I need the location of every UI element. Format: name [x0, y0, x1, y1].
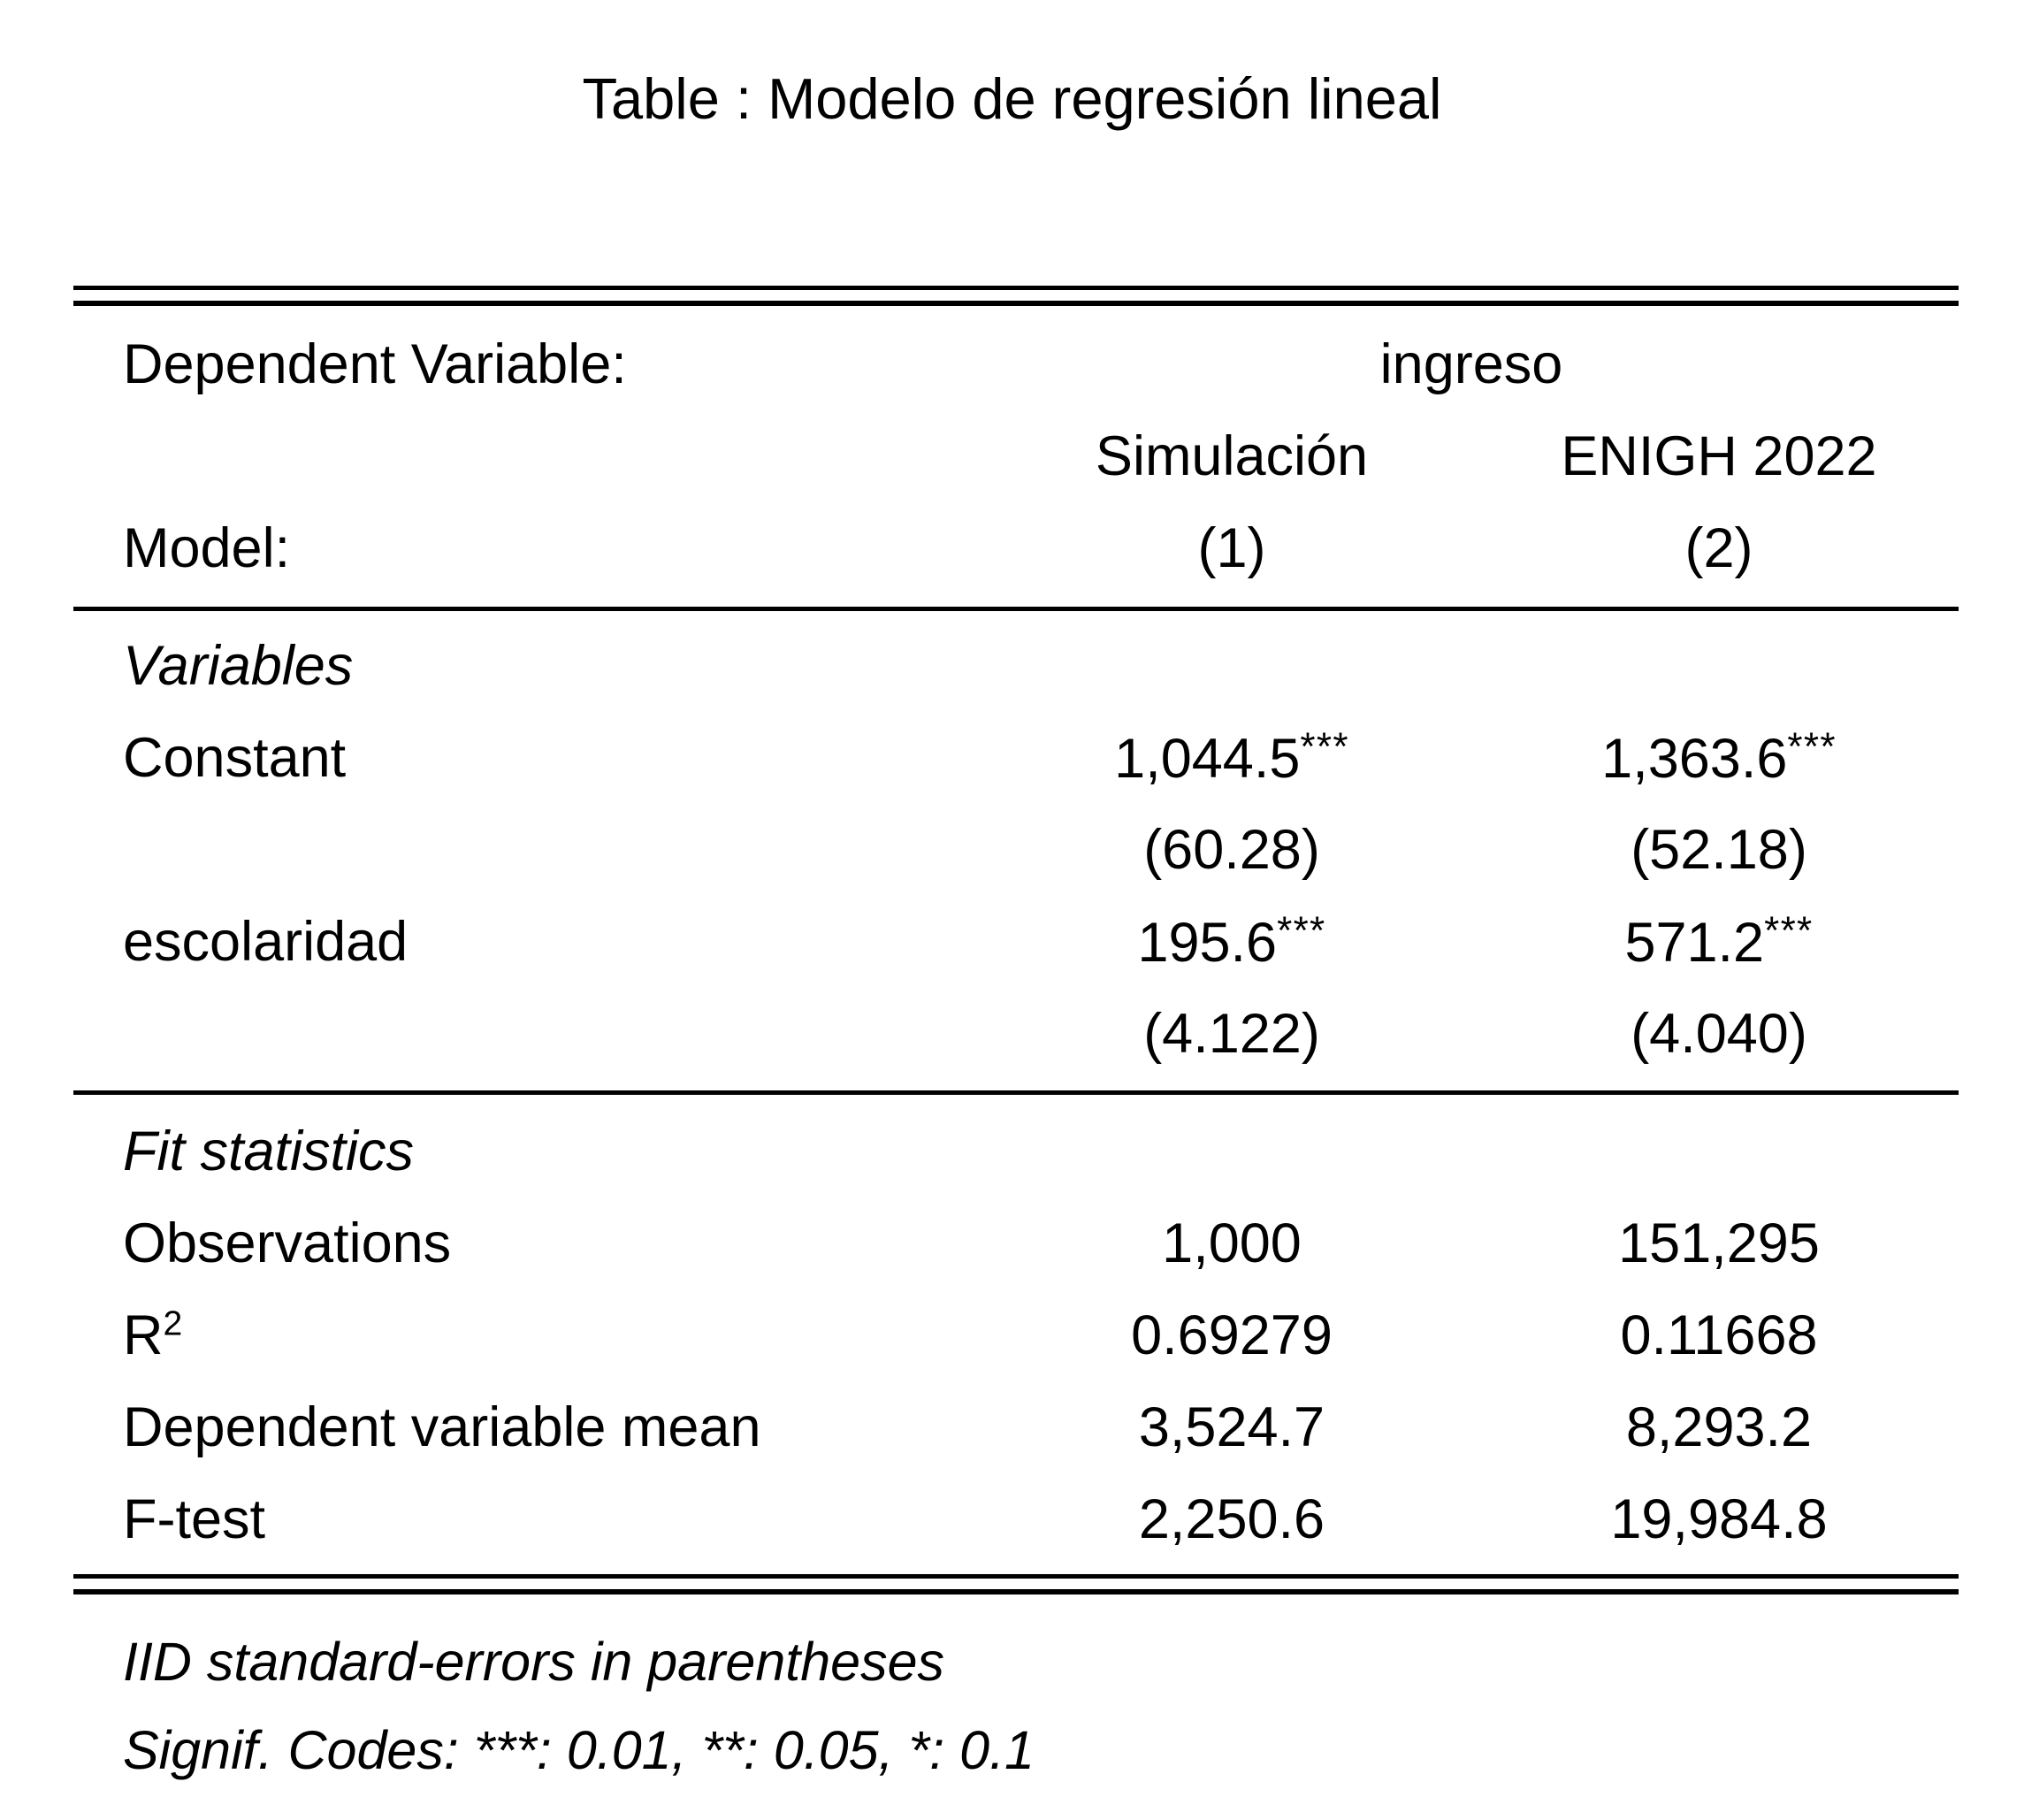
model-number-1: (1) — [1197, 517, 1266, 579]
coef-number: 571.2 — [1624, 911, 1765, 974]
dependent-variable-value: ingreso — [1379, 333, 1563, 395]
std-error-value: (4.122) — [1143, 1003, 1320, 1065]
table-row: Model: (1) (2) — [73, 502, 1959, 594]
column-header-simulacion: Simulación — [1095, 425, 1369, 487]
fit-value: 1,000 — [1162, 1212, 1302, 1274]
significance-stars: *** — [1787, 725, 1837, 769]
fit-value: 0.11668 — [1620, 1304, 1818, 1366]
section-heading-row: Variables — [73, 620, 1959, 712]
fit-value: 3,524.7 — [1138, 1396, 1325, 1458]
significance-stars: *** — [1764, 909, 1814, 953]
top-double-rule — [73, 286, 1959, 306]
regression-table: Dependent Variable: ingreso Simulación E… — [73, 286, 1959, 1794]
fit-label-dep-var-mean: Dependent variable mean — [123, 1396, 761, 1458]
mid-rule — [73, 1090, 1959, 1095]
fit-label-observations: Observations — [123, 1212, 452, 1274]
table-row: escolaridad 195.6*** 571.2*** — [73, 896, 1959, 988]
table-header-section: Dependent Variable: ingreso Simulación E… — [73, 306, 1959, 607]
coef-value: 571.2*** — [1479, 909, 1959, 975]
model-number-2: (2) — [1684, 517, 1753, 579]
column-header-enigh: ENIGH 2022 — [1561, 425, 1877, 487]
std-error-value: (60.28) — [1143, 819, 1320, 881]
coef-number: 1,363.6 — [1601, 727, 1788, 790]
variables-section: Variables Constant 1,044.5*** 1,363.6***… — [73, 611, 1959, 1090]
r-label: R — [123, 1304, 164, 1366]
significance-stars: *** — [1277, 909, 1326, 953]
fit-value: 151,295 — [1618, 1212, 1820, 1274]
significance-stars: *** — [1300, 725, 1349, 769]
table-footnotes: IID standard-errors in parentheses Signi… — [73, 1594, 1959, 1794]
table-row: Simulación ENIGH 2022 — [73, 410, 1959, 502]
coef-label-constant: Constant — [123, 727, 347, 789]
table-row: Dependent Variable: ingreso — [73, 318, 1959, 410]
table-row: (4.122) (4.040) — [73, 988, 1959, 1080]
fit-label-r-squared: R2 — [73, 1304, 984, 1367]
fit-statistics-heading: Fit statistics — [123, 1120, 415, 1182]
table-row: Observations 1,000 151,295 — [73, 1197, 1959, 1289]
section-heading-row: Fit statistics — [73, 1105, 1959, 1197]
fit-value: 8,293.2 — [1625, 1396, 1813, 1458]
table-row: Dependent variable mean 3,524.7 8,293.2 — [73, 1381, 1959, 1473]
table-row: F-test 2,250.6 19,984.8 — [73, 1473, 1959, 1565]
coef-value: 1,363.6*** — [1479, 725, 1959, 791]
fit-value: 0.69279 — [1131, 1304, 1333, 1366]
coef-value: 1,044.5*** — [984, 725, 1479, 791]
table-title: Table : Modelo de regresión lineal — [582, 66, 1442, 131]
fit-label-f-test: F-test — [123, 1488, 266, 1550]
coef-value: 195.6*** — [984, 909, 1479, 975]
coef-number: 1,044.5 — [1114, 727, 1301, 790]
fit-value: 2,250.6 — [1138, 1488, 1325, 1550]
footnote-standard-errors: IID standard-errors in parentheses — [123, 1632, 944, 1692]
variables-heading: Variables — [123, 635, 354, 697]
std-error-value: (52.18) — [1631, 819, 1807, 881]
std-error-value: (4.040) — [1631, 1003, 1807, 1065]
table-row: Constant 1,044.5*** 1,363.6*** — [73, 712, 1959, 804]
coef-label-escolaridad: escolaridad — [123, 911, 409, 973]
dependent-variable-label: Dependent Variable: — [123, 333, 627, 395]
model-label: Model: — [123, 517, 291, 579]
fit-value: 19,984.8 — [1610, 1488, 1828, 1550]
table-row: R2 0.69279 0.11668 — [73, 1289, 1959, 1381]
squared-superscript: 2 — [163, 1304, 183, 1343]
footnote-signif-codes: Signif. Codes: ***: 0.01, **: 0.05, *: 0… — [123, 1720, 1035, 1780]
table-row: (60.28) (52.18) — [73, 804, 1959, 896]
bottom-double-rule — [73, 1574, 1959, 1594]
fit-statistics-section: Fit statistics Observations 1,000 151,29… — [73, 1095, 1959, 1574]
coef-number: 195.6 — [1137, 911, 1278, 974]
header-rule — [73, 607, 1959, 611]
